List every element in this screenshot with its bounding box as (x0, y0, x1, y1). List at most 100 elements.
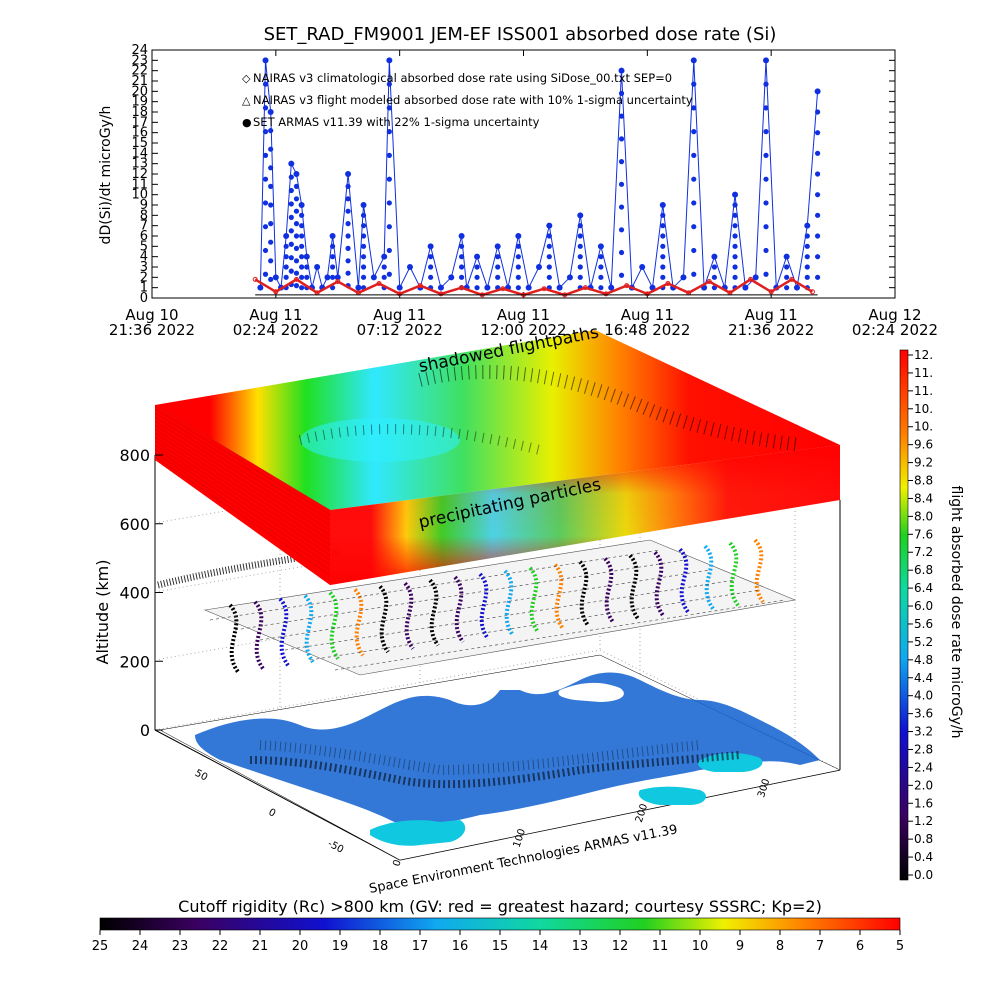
precipitation-slab: shadowed flightpaths precipitating parti… (154, 322, 840, 585)
armas-data-point (763, 105, 769, 111)
colorbar-tick-label: 7 (816, 939, 824, 954)
armas-data-point (360, 223, 367, 229)
climatology-data-point (417, 283, 423, 289)
climatology-data-point (768, 289, 774, 295)
armas-data-point (763, 247, 769, 254)
armas-data-point (525, 284, 532, 291)
armas-data-point (815, 109, 821, 115)
armas-data-point (288, 268, 294, 274)
altitude-3d-panel: shadowed flightpaths precipitating parti… (93, 322, 841, 897)
colorbar-ticks: 12. 11. 11. 10. 10. 9.6 9.2 8.8 8.4 8.0 7.6 7.2 6.8 6… (908, 348, 933, 882)
orbit-track (328, 591, 340, 660)
armas-data-point (711, 274, 718, 280)
armas-data-point (299, 223, 305, 229)
x-tick-label: Aug 11 (249, 306, 302, 324)
armas-data-point (293, 270, 300, 276)
armas-data-point (396, 284, 403, 291)
armas-data-point (360, 202, 367, 208)
armas-data-point (360, 212, 367, 218)
latitude-tick-label: 50 (193, 768, 209, 784)
armas-data-point (345, 233, 351, 239)
armas-data-point (299, 254, 305, 260)
armas-data-point (360, 233, 367, 239)
y-tick-label: 14 (131, 146, 148, 161)
armas-data-point (618, 227, 625, 233)
armas-data-point (304, 264, 310, 270)
climatology-data-point (459, 285, 465, 291)
armas-data-point (546, 243, 552, 249)
colorbar-tick-label: 4.4 (914, 671, 933, 685)
armas-data-point (577, 223, 583, 229)
armas-data-point (494, 243, 501, 250)
y-tick-label: 18 (131, 105, 148, 120)
slab-stripe (154, 440, 331, 556)
armas-data-point (763, 224, 769, 230)
orbit-track (728, 541, 740, 607)
y-tick-label: 24 (131, 43, 148, 58)
armas-data-point (660, 233, 666, 239)
armas-data-point (691, 271, 697, 277)
orbit-track (253, 600, 265, 670)
climatology-data-point (789, 276, 795, 282)
colorbar-tick-label: 8.8 (914, 474, 933, 488)
armas-data-point (262, 81, 269, 87)
armas-data-point (329, 233, 336, 239)
armas-data-point (793, 284, 800, 291)
colorbar-tick-label: 11 (652, 939, 669, 954)
armas-data-point (345, 270, 351, 276)
colorbar-title: Cutoff rigidity (Rc) >800 km (GV: red = … (178, 897, 822, 916)
armas-data-point (474, 285, 480, 291)
orbit-grid-line (259, 569, 711, 641)
armas-data-point (566, 274, 573, 281)
y-tick-label: 4 (140, 250, 148, 265)
armas-data-point (298, 202, 305, 208)
armas-data-point (732, 191, 739, 198)
armas-data-point (262, 247, 269, 254)
armas-data-point (386, 271, 392, 277)
armas-data-point (660, 212, 666, 218)
y-tick-label: 20 (131, 84, 148, 99)
armas-data-point (814, 88, 821, 95)
y-tick-label: 9 (140, 198, 148, 213)
armas-data-point (288, 201, 294, 207)
armas-data-point (691, 200, 697, 206)
altitude-axis-ticks: 0 200 400 600 800 (119, 446, 163, 740)
slab-left-face (155, 405, 330, 585)
orbit-track (228, 603, 240, 674)
armas-data-point (257, 284, 264, 291)
colorbar-tick-label: 15 (492, 939, 509, 954)
legend-marker: ● (242, 116, 252, 129)
armas-data-point (293, 283, 300, 289)
armas-data-point (283, 274, 289, 280)
y-tick-label: 17 (131, 115, 148, 130)
armas-data-point (288, 228, 294, 234)
x-tick-label: 21:36 2022 (109, 321, 195, 339)
colorbar-tick-label: 5.2 (914, 635, 933, 649)
armas-data-point (711, 264, 718, 270)
climatology-data-point (644, 291, 650, 297)
x-tick-label: Aug 11 (745, 306, 798, 324)
climatology-data-point (624, 283, 630, 289)
orbit-track (503, 569, 515, 637)
armas-data-point (288, 241, 294, 247)
climatology-data-point (252, 276, 258, 282)
armas-data-point (299, 285, 305, 291)
armas-data-point (598, 274, 604, 280)
armas-data-point (268, 276, 274, 282)
grid-line (154, 649, 601, 731)
slab-stripe (154, 412, 331, 521)
armas-data-point (428, 254, 434, 260)
colorbar-tick-label: 8.4 (914, 491, 933, 505)
armas-data-point (804, 233, 810, 239)
climatology-data-point (335, 278, 341, 284)
armas-data-point (711, 253, 718, 260)
armas-data-point (597, 243, 604, 250)
altitude-tick-label: 800 (119, 446, 150, 465)
altitude-axis-label: Altitude (km) (93, 560, 112, 665)
armas-data-point (293, 208, 300, 214)
armas-data-point (784, 285, 790, 291)
armas-data-point (815, 130, 821, 136)
legend: ◇ NAIRAS v3 climatological absorbed dose … (242, 71, 693, 129)
